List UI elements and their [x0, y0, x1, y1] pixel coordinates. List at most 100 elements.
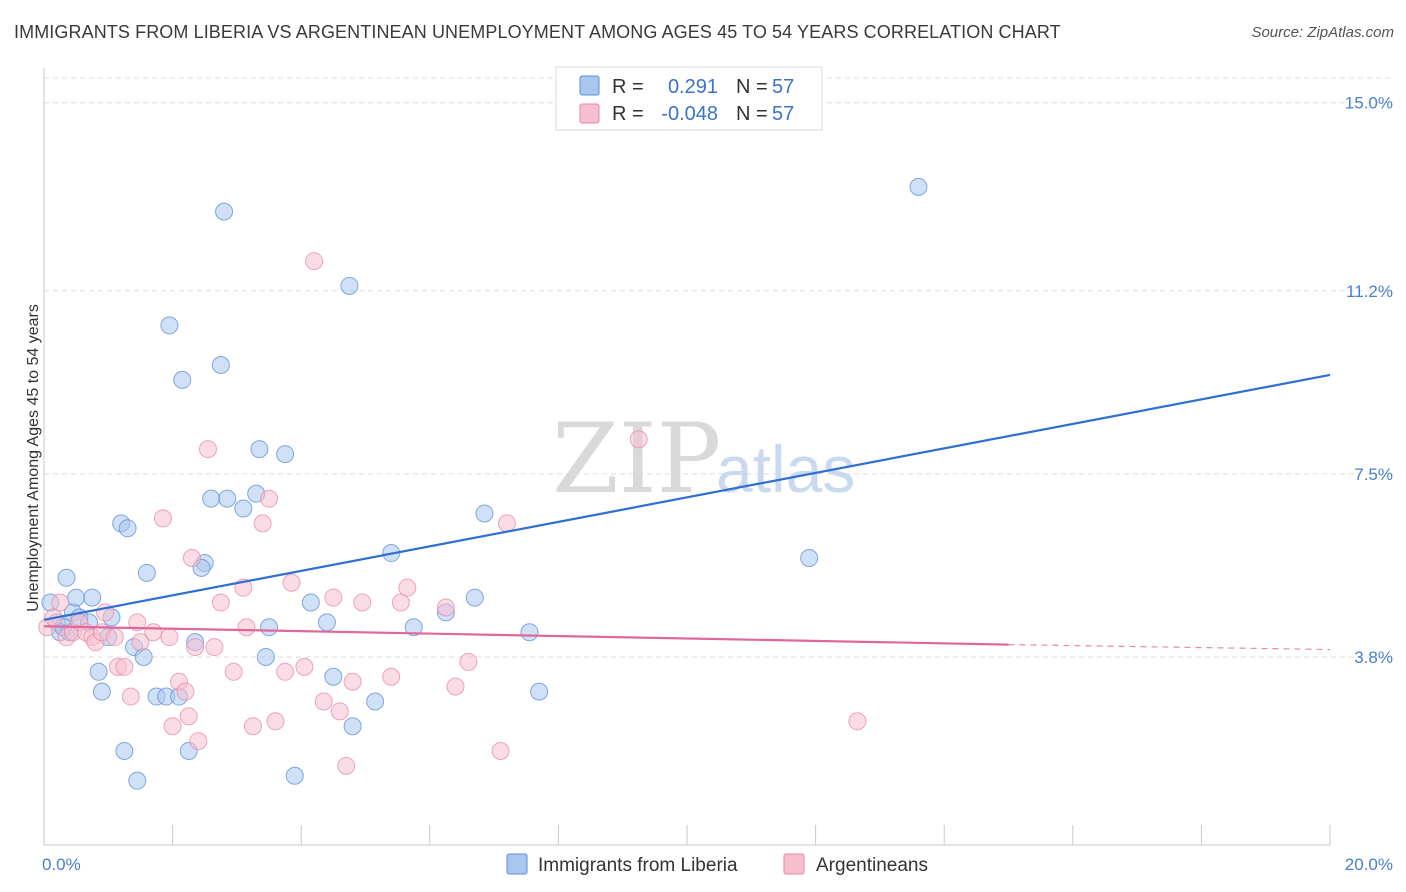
- legend-r-value: -0.048: [661, 103, 718, 125]
- point-argentineans: [446, 677, 465, 696]
- point-liberia: [202, 489, 221, 508]
- point-liberia: [160, 316, 179, 335]
- point-argentineans: [391, 593, 410, 612]
- point-argentineans: [314, 692, 333, 711]
- point-liberia: [128, 771, 147, 790]
- point-argentineans: [353, 593, 372, 612]
- point-argentineans: [295, 657, 314, 676]
- point-argentineans: [115, 657, 134, 676]
- point-liberia: [260, 618, 279, 637]
- legend-r-label: R =: [612, 103, 644, 125]
- source-credit: Source: ZipAtlas.com: [1251, 24, 1394, 41]
- point-liberia: [256, 647, 275, 666]
- legend-bottom-label-argentineans: Argentineans: [816, 855, 928, 876]
- trend-line-argentineans: [43, 625, 1009, 646]
- point-argentineans: [237, 618, 256, 637]
- point-liberia: [89, 662, 108, 681]
- legend-r-value: 0.291: [668, 76, 718, 98]
- point-argentineans: [153, 509, 172, 528]
- point-argentineans: [436, 598, 455, 617]
- point-liberia: [800, 548, 819, 567]
- point-liberia: [520, 623, 539, 642]
- trend-line-argentineans-extension: [1008, 643, 1331, 651]
- y-tick-label: 15.0%: [1345, 94, 1393, 113]
- legend-row-liberia: R = 0.291 N = 57: [579, 75, 794, 98]
- point-argentineans: [189, 732, 208, 751]
- point-liberia: [83, 588, 102, 607]
- point-argentineans: [163, 717, 182, 736]
- point-liberia: [215, 202, 234, 221]
- y-tick-label: 3.8%: [1354, 648, 1393, 667]
- watermark: ZIP atlas: [552, 403, 855, 515]
- legend-n-value: 57: [772, 103, 794, 125]
- point-argentineans: [182, 548, 201, 567]
- legend-bottom: Immigrants from Liberia Argentineans: [506, 853, 928, 876]
- point-liberia: [301, 593, 320, 612]
- legend-top: R = 0.291 N = 57 R = -0.048 N = 57: [555, 66, 823, 131]
- point-argentineans: [305, 252, 324, 271]
- legend-bottom-label-liberia: Immigrants from Liberia: [538, 855, 738, 876]
- point-liberia: [317, 613, 336, 632]
- watermark-zip: ZIP: [552, 403, 721, 515]
- point-argentineans: [398, 578, 417, 597]
- legend-swatch-argentineans: [579, 103, 600, 124]
- point-argentineans: [224, 662, 243, 681]
- point-liberia: [343, 717, 362, 736]
- point-argentineans: [211, 593, 230, 612]
- point-liberia: [475, 504, 494, 523]
- point-liberia: [234, 499, 253, 518]
- point-liberia: [67, 588, 86, 607]
- point-liberia: [285, 766, 304, 785]
- legend-n-value: 57: [772, 76, 794, 98]
- point-argentineans: [491, 741, 510, 760]
- point-argentineans: [330, 702, 349, 721]
- point-argentineans: [260, 489, 279, 508]
- gridlines: [44, 77, 1392, 658]
- point-argentineans: [121, 687, 140, 706]
- point-argentineans: [131, 633, 150, 652]
- trend-line-liberia: [43, 373, 1331, 621]
- point-argentineans: [459, 652, 478, 671]
- chart-title: IMMIGRANTS FROM LIBERIA VS ARGENTINEAN U…: [14, 22, 1061, 42]
- point-liberia: [134, 647, 153, 666]
- point-liberia: [340, 276, 359, 295]
- point-liberia: [909, 177, 928, 196]
- axes: [43, 68, 1331, 846]
- point-argentineans: [253, 514, 272, 533]
- point-argentineans: [186, 638, 205, 657]
- point-liberia: [276, 445, 295, 464]
- point-liberia: [118, 519, 137, 538]
- point-argentineans: [128, 613, 147, 632]
- y-tick-label: 11.2%: [1346, 282, 1393, 301]
- point-argentineans: [324, 588, 343, 607]
- legend-r-label: R =: [612, 76, 644, 98]
- point-liberia: [92, 682, 111, 701]
- legend-swatch-liberia: [579, 75, 600, 96]
- point-argentineans: [198, 440, 217, 459]
- legend-row-argentineans: R = -0.048 N = 57: [579, 103, 794, 125]
- x-tick-label: 0.0%: [42, 855, 81, 874]
- x-tick-label: 20.0%: [1345, 855, 1393, 874]
- point-argentineans: [343, 672, 362, 691]
- point-liberia: [404, 618, 423, 637]
- point-argentineans: [337, 756, 356, 775]
- point-liberia: [530, 682, 549, 701]
- y-axis-label: Unemployment Among Ages 45 to 54 years: [25, 304, 42, 612]
- point-liberia: [137, 563, 156, 582]
- point-argentineans: [51, 593, 70, 612]
- y-tick-labels: 3.8% 7.5% 11.2% 15.0%: [1345, 94, 1393, 667]
- point-argentineans: [160, 628, 179, 647]
- point-argentineans: [382, 667, 401, 686]
- point-liberia: [324, 667, 343, 686]
- legend-n-label: N =: [736, 103, 768, 125]
- point-argentineans: [282, 573, 301, 592]
- legend-bottom-swatch-argentineans: [783, 853, 805, 875]
- point-argentineans: [179, 707, 198, 726]
- legend-bottom-swatch-liberia: [506, 853, 528, 875]
- point-liberia: [173, 370, 192, 389]
- point-argentineans: [276, 662, 295, 681]
- x-tick-labels: 0.0% 20.0%: [42, 855, 1393, 874]
- point-liberia: [115, 741, 134, 760]
- legend-n-label: N =: [736, 76, 768, 98]
